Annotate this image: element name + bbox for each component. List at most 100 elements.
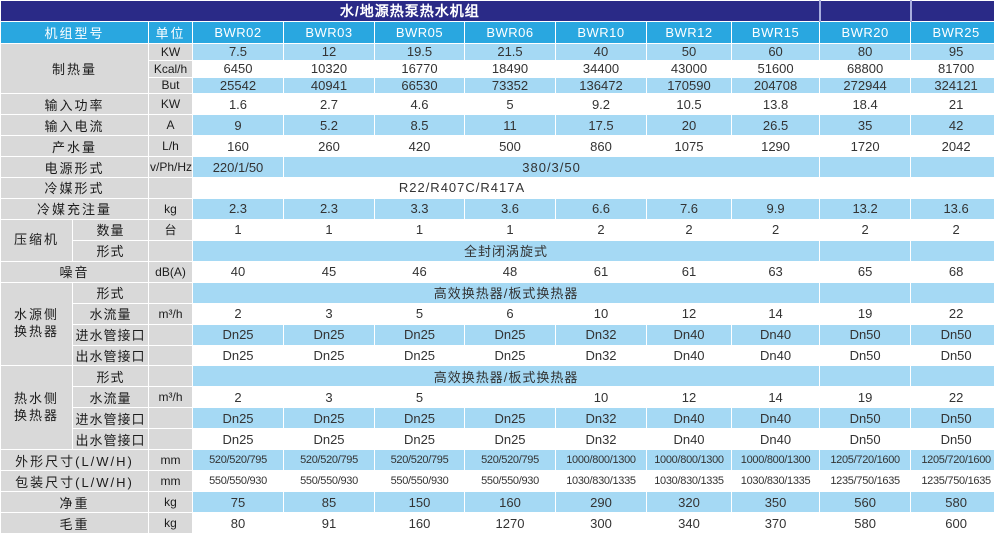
column-header-bwr05: BWR05 — [374, 21, 465, 44]
data-cell: 81700 — [910, 59, 994, 78]
data-cell: 26.5 — [730, 114, 821, 137]
data-cell: 1 — [374, 218, 465, 241]
table-title: 水/地源热泵热水机组 — [0, 0, 821, 22]
data-cell: Dn32 — [555, 344, 647, 367]
row-label: 外形尺寸(L/W/H) — [0, 449, 149, 472]
row-label: 净重 — [0, 491, 149, 513]
data-cell: 580 — [910, 491, 994, 513]
data-cell: 160 — [464, 491, 556, 513]
data-cell: Dn50 — [819, 407, 912, 430]
table-row: 输入功率 KW 1.6 2.7 4.6 5 9.2 10.5 13.8 18.4 21 — [0, 93, 994, 116]
data-cell: 290 — [555, 491, 647, 513]
data-cell: 300 — [555, 512, 647, 534]
data-cell: 25542 — [192, 76, 284, 95]
column-header-bwr15: BWR15 — [730, 21, 821, 44]
unit-cell — [148, 365, 193, 388]
unit-cell: m³/h — [148, 386, 193, 409]
unit-cell — [148, 344, 193, 367]
data-cell: 5.2 — [283, 114, 375, 137]
data-cell: 21 — [910, 93, 994, 116]
row-label: 输入电流 — [0, 114, 149, 137]
table-row: 进水管接口 Dn25 Dn25 Dn25 Dn25 Dn32 Dn40 Dn40 Dn50 Dn5… — [1, 407, 994, 430]
data-cell: 1205/720/1600 — [819, 449, 912, 472]
row-label: 制热量 — [0, 42, 149, 95]
data-cell: 1000/800/1300 — [555, 449, 647, 472]
table-row: 水流量 m³/h 2 3 5 6 10 12 14 19 22 — [1, 302, 994, 325]
data-cell: Dn50 — [910, 323, 994, 346]
column-header-bwr25: BWR25 — [910, 21, 994, 44]
row-label: 水流量 — [72, 302, 149, 325]
data-cell: 85 — [283, 491, 375, 513]
unit-cell: L/h — [148, 135, 193, 158]
data-cell: 1235/750/1635 — [819, 470, 912, 493]
data-cell: 51600 — [730, 59, 821, 78]
row-label: 产水量 — [0, 135, 149, 158]
unit-cell — [148, 407, 193, 430]
data-cell: 320 — [646, 491, 732, 513]
data-cell: 1030/830/1335 — [730, 470, 821, 493]
data-cell: 68800 — [819, 59, 912, 78]
column-header-bwr03: BWR03 — [283, 21, 375, 44]
data-cell: Dn50 — [910, 407, 994, 430]
table-row: 净重 kg 75 85 150 160 290 320 350 560 580 — [0, 491, 994, 513]
data-cell: 220/1/50 — [192, 156, 284, 178]
table-row: 水源侧 换热器 形式 高效换热器/板式换热器 — [0, 281, 994, 367]
unit-cell: Kcal/h — [148, 59, 193, 78]
table-row: 输入电流 A 9 5.2 8.5 11 17.5 20 26.5 35 42 — [0, 114, 994, 137]
data-cell: Dn25 — [192, 407, 284, 430]
data-cell: Dn25 — [464, 428, 556, 451]
data-cell: 18490 — [464, 59, 556, 78]
data-cell: 1720 — [819, 135, 912, 158]
data-cell: 2 — [192, 386, 284, 409]
data-cell: 35 — [819, 114, 912, 137]
table-row: 包装尺寸(L/W/H) mm 550/550/930 550/550/930 550/5… — [0, 470, 994, 493]
data-cell: 204708 — [730, 76, 821, 95]
data-cell: 1.6 — [192, 93, 284, 116]
table-row: 进水管接口 Dn25 Dn25 Dn25 Dn25 Dn32 Dn40 Dn40 Dn50 Dn5… — [1, 323, 994, 346]
data-cell: 2 — [555, 218, 647, 241]
unit-cell — [148, 239, 193, 262]
row-label: 毛重 — [0, 512, 149, 534]
data-cell: Dn25 — [283, 344, 375, 367]
data-cell: 80 — [819, 43, 912, 61]
data-cell: 340 — [646, 512, 732, 534]
row-label: 形式 — [72, 239, 149, 262]
data-cell: 45 — [283, 260, 375, 283]
row-label: 形式 — [72, 281, 149, 304]
data-cell: Dn25 — [283, 323, 375, 346]
data-cell: 43000 — [646, 59, 732, 78]
unit-cell — [148, 281, 193, 304]
unit-cell — [148, 323, 193, 346]
data-cell: 13.6 — [910, 197, 994, 220]
data-cell: Dn25 — [283, 407, 375, 430]
data-cell: 520/520/795 — [283, 449, 375, 472]
data-cell: 9.2 — [555, 93, 647, 116]
data-cell: 7.6 — [646, 197, 732, 220]
data-cell — [819, 177, 912, 199]
data-cell: 1 — [283, 218, 375, 241]
data-cell: 2 — [192, 302, 284, 325]
data-cell: 12 — [646, 386, 732, 409]
data-cell: 14 — [730, 386, 821, 409]
data-cell — [730, 177, 821, 199]
data-cell: 9.9 — [730, 197, 821, 220]
data-cell: 2.7 — [283, 93, 375, 116]
unit-cell: A — [148, 114, 193, 137]
unit-cell — [148, 177, 193, 199]
data-cell: 860 — [555, 135, 647, 158]
data-cell: 5 — [374, 302, 465, 325]
data-cell: Dn50 — [819, 344, 912, 367]
data-cell: 1000/800/1300 — [730, 449, 821, 472]
data-cell: 2.3 — [283, 197, 375, 220]
data-cell: Dn40 — [646, 407, 732, 430]
data-cell — [910, 281, 994, 304]
row-label: 输入功率 — [0, 93, 149, 116]
table-row: 出水管接口 Dn25 Dn25 Dn25 Dn25 Dn32 Dn40 Dn40 Dn50 Dn5… — [1, 428, 994, 451]
data-cell: 3.6 — [464, 197, 556, 220]
data-cell: 520/520/795 — [464, 449, 556, 472]
data-cell: 10320 — [283, 59, 375, 78]
data-cell: 11 — [464, 114, 556, 137]
data-cell: 160 — [374, 512, 465, 534]
data-cell: 5 — [374, 386, 465, 409]
